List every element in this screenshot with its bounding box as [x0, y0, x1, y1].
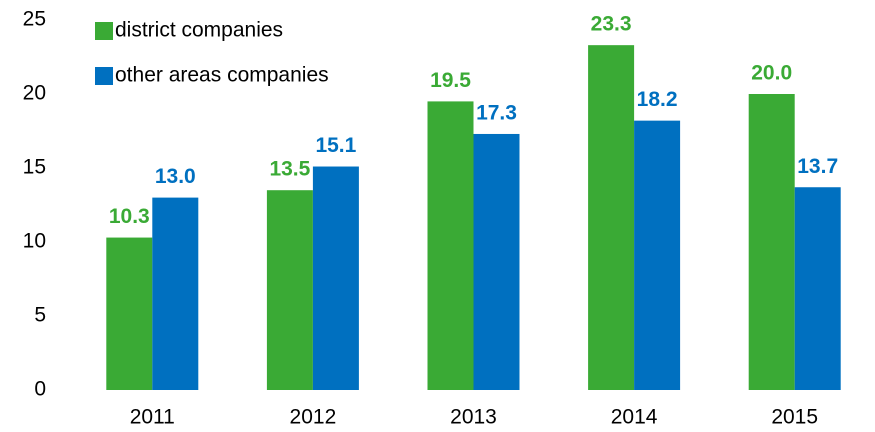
x-tick-label: 2012 — [290, 406, 337, 429]
bar — [634, 120, 681, 390]
value-label: 13.7 — [797, 155, 838, 178]
value-label: 23.3 — [591, 13, 632, 36]
value-label: 13.5 — [269, 158, 310, 181]
bar — [748, 94, 795, 390]
legend-swatch — [95, 67, 113, 85]
bar — [588, 45, 635, 390]
value-label: 19.5 — [430, 69, 471, 92]
y-tick-label: 25 — [23, 8, 46, 31]
bar — [312, 166, 359, 390]
value-label: 10.3 — [109, 205, 150, 228]
legend-swatch — [95, 22, 113, 40]
value-label: 17.3 — [476, 102, 517, 125]
legend-label: district companies — [115, 19, 283, 42]
bar — [427, 101, 474, 391]
x-tick-label: 2013 — [450, 406, 497, 429]
y-tick-label: 0 — [34, 378, 46, 401]
y-tick-label: 5 — [34, 304, 46, 327]
bar — [473, 133, 520, 390]
x-tick-label: 2011 — [130, 406, 175, 429]
y-tick-label: 15 — [23, 156, 46, 179]
y-tick-label: 20 — [23, 82, 46, 105]
bar — [152, 197, 199, 390]
x-tick-label: 2014 — [611, 406, 658, 429]
legend-label: other areas companies — [115, 64, 329, 87]
bar — [266, 190, 313, 390]
bar — [106, 237, 153, 390]
bar — [794, 187, 841, 390]
x-tick-label: 2015 — [771, 406, 818, 429]
value-label: 20.0 — [751, 62, 792, 85]
value-label: 13.0 — [155, 165, 196, 188]
value-label: 18.2 — [637, 88, 678, 111]
value-label: 15.1 — [315, 134, 356, 157]
y-tick-label: 10 — [23, 230, 46, 253]
